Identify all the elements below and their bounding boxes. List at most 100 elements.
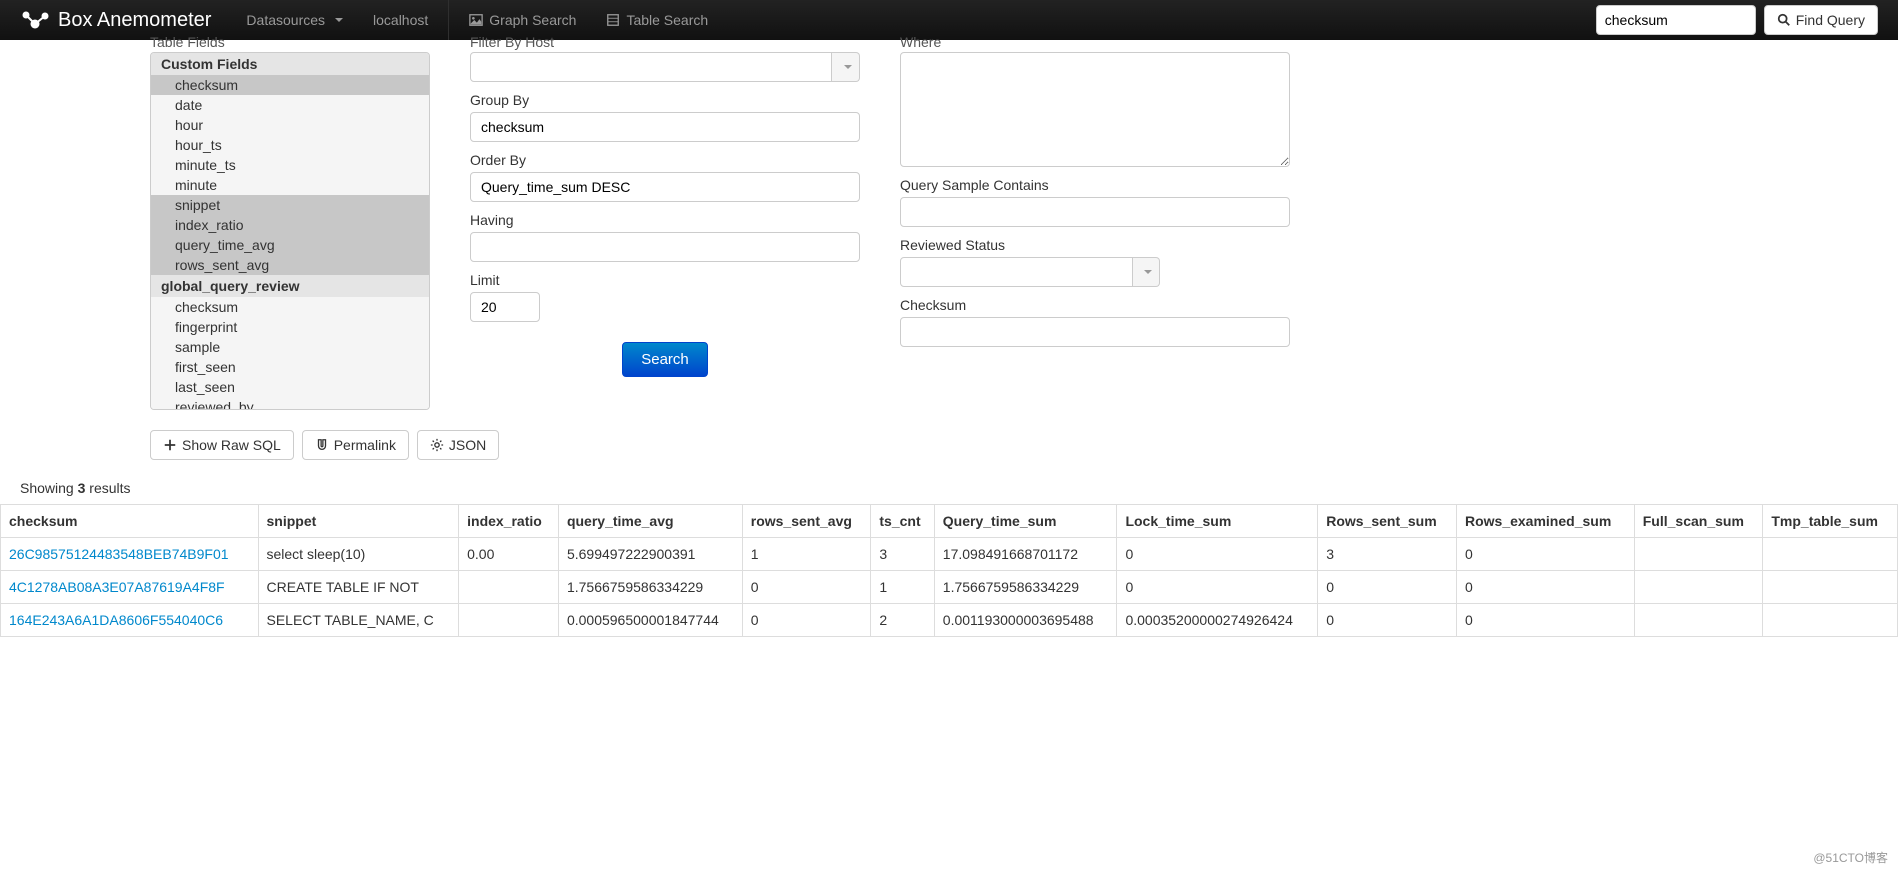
show-raw-sql-button[interactable]: Show Raw SQL <box>150 430 294 460</box>
having-label: Having <box>470 212 860 228</box>
table-cell: 0 <box>742 604 871 637</box>
caret-down-icon <box>844 65 852 69</box>
listbox-item[interactable]: index_ratio <box>151 215 429 235</box>
table-cell <box>1763 538 1898 571</box>
listbox-item[interactable]: minute_ts <box>151 155 429 175</box>
column-header[interactable]: rows_sent_avg <box>742 505 871 538</box>
filter-container: Table Fields Custom Fieldschecksumdateho… <box>0 40 1898 410</box>
nav-table-search[interactable]: Table Search <box>591 2 723 38</box>
listbox-item[interactable]: hour_ts <box>151 135 429 155</box>
order-by-label: Order By <box>470 152 860 168</box>
table-cell: 0 <box>1456 604 1634 637</box>
reviewed-status-dropdown[interactable] <box>1133 257 1160 287</box>
sample-contains-input[interactable] <box>900 197 1290 227</box>
checksum-label: Checksum <box>900 297 1290 313</box>
listbox-item[interactable]: rows_sent_avg <box>151 255 429 275</box>
checksum-link[interactable]: 164E243A6A1DA8606F554040C6 <box>9 612 223 628</box>
show-raw-sql-label: Show Raw SQL <box>182 437 281 453</box>
table-cell <box>1763 604 1898 637</box>
checksum-link[interactable]: 4C1278AB08A3E07A87619A4F8F <box>9 579 225 595</box>
reviewed-status-input[interactable] <box>900 257 1133 287</box>
table-cell: CREATE TABLE IF NOT <box>258 571 459 604</box>
table-cell <box>1634 538 1763 571</box>
find-query-button[interactable]: Find Query <box>1764 5 1878 35</box>
watermark: @51CTO博客 <box>1813 849 1888 866</box>
table-cell: 0.00035200000274926424 <box>1117 604 1318 637</box>
column-header[interactable]: Full_scan_sum <box>1634 505 1763 538</box>
listbox-item[interactable]: last_seen <box>151 377 429 397</box>
plus-icon <box>163 438 177 452</box>
table-fields-listbox[interactable]: Custom Fieldschecksumdatehourhour_tsminu… <box>150 52 430 410</box>
column-header[interactable]: checksum <box>1 505 259 538</box>
json-button[interactable]: JSON <box>417 430 499 460</box>
table-cell: 0 <box>1456 538 1634 571</box>
table-cell: 2 <box>871 604 934 637</box>
listbox-item[interactable]: checksum <box>151 75 429 95</box>
nav-graph-search[interactable]: Graph Search <box>454 2 591 38</box>
having-input[interactable] <box>470 232 860 262</box>
table-cell: 0 <box>1117 538 1318 571</box>
table-cell: 1 <box>742 538 871 571</box>
listbox-item[interactable]: query_time_avg <box>151 235 429 255</box>
listbox-item[interactable]: hour <box>151 115 429 135</box>
limit-input[interactable] <box>470 292 540 322</box>
column-header[interactable]: Rows_examined_sum <box>1456 505 1634 538</box>
checksum-link[interactable]: 26C98575124483548BEB74B9F01 <box>9 546 229 562</box>
limit-label: Limit <box>470 272 860 288</box>
table-cell <box>1634 604 1763 637</box>
filter-host-input[interactable] <box>470 52 832 82</box>
table-cell: 0 <box>1318 571 1457 604</box>
find-query-label: Find Query <box>1796 12 1865 28</box>
filter-host-dropdown[interactable] <box>832 52 860 82</box>
caret-down-icon <box>1144 270 1152 274</box>
right-column: Where Query Sample Contains Reviewed Sta… <box>900 40 1290 410</box>
listbox-item[interactable]: reviewed_by <box>151 397 429 410</box>
column-header[interactable]: index_ratio <box>459 505 559 538</box>
order-by-input[interactable] <box>470 172 860 202</box>
table-cell: 164E243A6A1DA8606F554040C6 <box>1 604 259 637</box>
search-button[interactable]: Search <box>622 342 708 377</box>
listbox-item[interactable]: snippet <box>151 195 429 215</box>
nav-table-search-label: Table Search <box>626 12 708 28</box>
brand-text: Box Anemometer <box>58 9 211 32</box>
brand[interactable]: Box Anemometer <box>20 9 231 32</box>
nav-divider <box>448 0 449 40</box>
column-header[interactable]: query_time_avg <box>558 505 742 538</box>
results-prefix: Showing <box>20 480 78 496</box>
column-header[interactable]: Rows_sent_sum <box>1318 505 1457 538</box>
column-header[interactable]: Tmp_table_sum <box>1763 505 1898 538</box>
table-cell: 5.699497222900391 <box>558 538 742 571</box>
search-icon <box>1777 13 1791 27</box>
listbox-item[interactable]: first_seen <box>151 357 429 377</box>
filter-host-label: Filter By Host <box>470 34 860 50</box>
nav-host[interactable]: localhost <box>358 2 443 38</box>
listbox-item[interactable]: checksum <box>151 297 429 317</box>
nav-datasources[interactable]: Datasources <box>231 2 358 38</box>
column-header[interactable]: ts_cnt <box>871 505 934 538</box>
listbox-item[interactable]: date <box>151 95 429 115</box>
column-header[interactable]: Lock_time_sum <box>1117 505 1318 538</box>
listbox-item[interactable]: sample <box>151 337 429 357</box>
listbox-group-header: Custom Fields <box>151 53 429 75</box>
table-cell: 0.001193000003695488 <box>934 604 1117 637</box>
group-by-input[interactable] <box>470 112 860 142</box>
column-header[interactable]: Query_time_sum <box>934 505 1117 538</box>
table-cell: 0 <box>1456 571 1634 604</box>
nav-search-input[interactable] <box>1596 5 1756 35</box>
listbox-item[interactable]: minute <box>151 175 429 195</box>
table-row: 164E243A6A1DA8606F554040C6SELECT TABLE_N… <box>1 604 1898 637</box>
listbox-item[interactable]: fingerprint <box>151 317 429 337</box>
column-header[interactable]: snippet <box>258 505 459 538</box>
table-cell: 26C98575124483548BEB74B9F01 <box>1 538 259 571</box>
where-input[interactable] <box>900 52 1290 167</box>
caret-down-icon <box>335 18 343 22</box>
results-suffix: results <box>85 480 130 496</box>
permalink-button[interactable]: Permalink <box>302 430 409 460</box>
table-row: 4C1278AB08A3E07A87619A4F8F CREATE TABLE I… <box>1 571 1898 604</box>
nav-graph-search-label: Graph Search <box>489 12 576 28</box>
permalink-label: Permalink <box>334 437 396 453</box>
filter-host-group <box>470 52 860 82</box>
table-header-row: checksumsnippetindex_ratioquery_time_avg… <box>1 505 1898 538</box>
table-cell <box>459 604 559 637</box>
checksum-input[interactable] <box>900 317 1290 347</box>
